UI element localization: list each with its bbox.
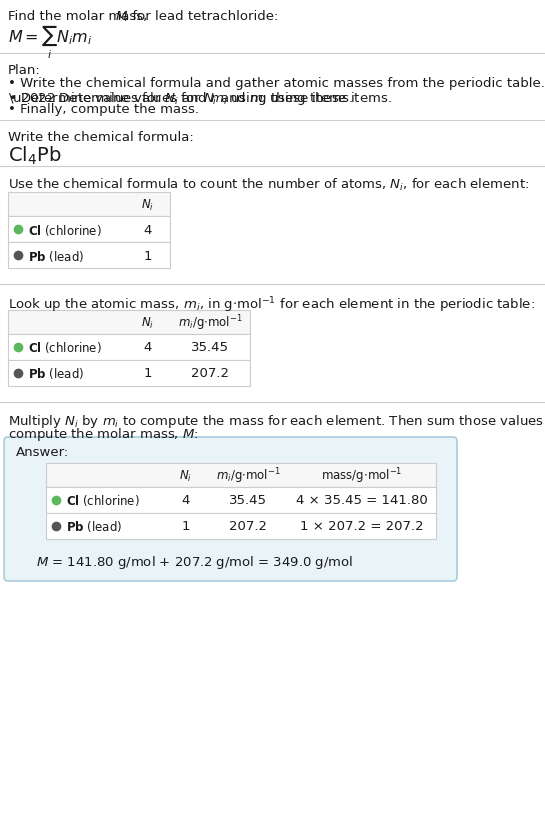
- Bar: [8, 335, 250, 360]
- Text: Plan:: Plan:: [8, 64, 41, 77]
- Text: $M = \sum_i N_i m_i$: $M = \sum_i N_i m_i$: [8, 24, 92, 61]
- Bar: [46, 487, 436, 514]
- Text: Look up the atomic mass, $m_i$, in g$\cdot$mol$^{-1}$ for each element in the pe: Look up the atomic mass, $m_i$, in g$\cd…: [8, 295, 535, 314]
- Text: $m_i$/g$\cdot$mol$^{-1}$: $m_i$/g$\cdot$mol$^{-1}$: [216, 466, 280, 485]
- Text: • Finally, compute the mass.: • Finally, compute the mass.: [8, 103, 199, 115]
- Text: 35.45: 35.45: [229, 494, 267, 507]
- Text: 207.2: 207.2: [191, 367, 229, 380]
- Text: $\bf{Cl}$ (chlorine): $\bf{Cl}$ (chlorine): [66, 493, 140, 508]
- Bar: [46, 464, 436, 487]
- Text: Answer:: Answer:: [16, 446, 69, 459]
- Text: Find the molar mass,: Find the molar mass,: [8, 10, 152, 23]
- Text: 4 × 35.45 = 141.80: 4 × 35.45 = 141.80: [296, 494, 428, 507]
- Bar: [8, 217, 170, 242]
- FancyBboxPatch shape: [4, 437, 457, 581]
- Text: $\bf{Pb}$ (lead): $\bf{Pb}$ (lead): [28, 248, 84, 263]
- Text: $N_i$: $N_i$: [142, 315, 155, 330]
- Text: $\bf{Pb}$ (lead): $\bf{Pb}$ (lead): [66, 519, 122, 534]
- Text: $M$ = 141.80 g/mol + 207.2 g/mol = 349.0 g/mol: $M$ = 141.80 g/mol + 207.2 g/mol = 349.0…: [36, 554, 353, 570]
- Text: 1 × 207.2 = 207.2: 1 × 207.2 = 207.2: [300, 520, 424, 533]
- Text: 4: 4: [144, 224, 152, 236]
- Text: 35.45: 35.45: [191, 341, 229, 354]
- Text: mass/g$\cdot$mol$^{-1}$: mass/g$\cdot$mol$^{-1}$: [322, 466, 403, 485]
- Text: $\bf{Pb}$ (lead): $\bf{Pb}$ (lead): [28, 366, 84, 381]
- Text: $m_i$/g$\cdot$mol$^{-1}$: $m_i$/g$\cdot$mol$^{-1}$: [178, 313, 243, 333]
- Text: M: M: [116, 10, 128, 23]
- Text: , for lead tetrachloride:: , for lead tetrachloride:: [124, 10, 278, 23]
- Text: Multiply $N_i$ by $m_i$ to compute the mass for each element. Then sum those val: Multiply $N_i$ by $m_i$ to compute the m…: [8, 413, 545, 429]
- Text: \u2022 Determine values for $N_i$ and $m_i$ using these items.: \u2022 Determine values for $N_i$ and $m…: [8, 90, 392, 106]
- Text: $N_i$: $N_i$: [179, 468, 192, 483]
- Text: $\mathrm{Cl_4Pb}$: $\mathrm{Cl_4Pb}$: [8, 145, 62, 167]
- Text: $\bf{Cl}$ (chlorine): $\bf{Cl}$ (chlorine): [28, 222, 102, 238]
- Text: 1: 1: [181, 520, 190, 533]
- Bar: [8, 192, 170, 217]
- Bar: [8, 360, 250, 387]
- Text: 4: 4: [182, 494, 190, 507]
- Text: Write the chemical formula:: Write the chemical formula:: [8, 131, 194, 144]
- Text: compute the molar mass, $M$:: compute the molar mass, $M$:: [8, 426, 199, 442]
- Bar: [46, 514, 436, 540]
- Text: $N_i$: $N_i$: [142, 197, 155, 212]
- Text: 1: 1: [144, 367, 152, 380]
- Bar: [8, 310, 250, 335]
- Text: 4: 4: [144, 341, 152, 354]
- Text: • Write the chemical formula and gather atomic masses from the periodic table.: • Write the chemical formula and gather …: [8, 77, 545, 90]
- Text: • Determine values for $N_i$ and $m_i$ using these items.: • Determine values for $N_i$ and $m_i$ u…: [8, 90, 353, 106]
- Text: 207.2: 207.2: [229, 520, 267, 533]
- Text: Use the chemical formula to count the number of atoms, $N_i$, for each element:: Use the chemical formula to count the nu…: [8, 177, 529, 192]
- Text: $\bf{Cl}$ (chlorine): $\bf{Cl}$ (chlorine): [28, 340, 102, 355]
- Bar: [8, 242, 170, 269]
- Text: 1: 1: [144, 249, 152, 262]
